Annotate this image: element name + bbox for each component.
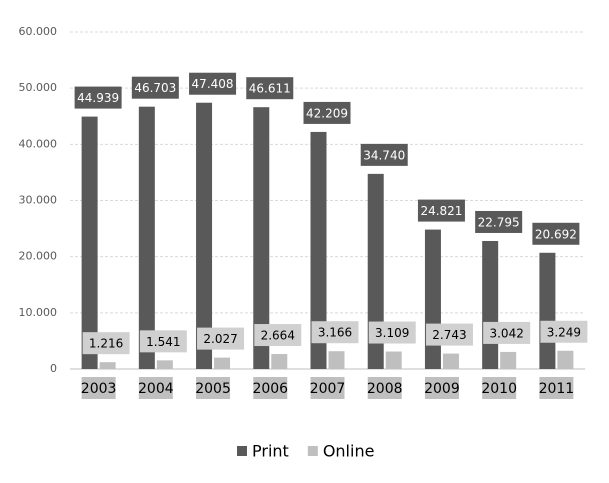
bar [138, 106, 155, 369]
y-tick-label: 20.000 [19, 250, 58, 263]
value-label-box [189, 72, 237, 95]
category-label-group: 2003 [81, 377, 117, 399]
value-label-box [254, 324, 302, 347]
category-label-group: 2006 [252, 377, 288, 399]
value-label: 2.743 [432, 328, 466, 342]
value-label-box [483, 321, 531, 344]
y-tick-label: 40.000 [19, 137, 58, 150]
x-tick-label: 2006 [252, 381, 288, 397]
category-label-group: 2009 [424, 377, 460, 399]
value-label-box [417, 199, 465, 222]
bar [539, 252, 556, 369]
value-label: 2.027 [203, 332, 237, 346]
category-label-box [482, 377, 517, 399]
legend-label: Print [252, 442, 289, 461]
y-tick-label: 10.000 [19, 306, 58, 319]
bar [367, 173, 384, 369]
category-label-box [196, 377, 231, 399]
x-tick-label: 2005 [195, 381, 231, 397]
x-tick-label: 2011 [539, 381, 575, 397]
y-tick-label: 50.000 [19, 81, 58, 94]
category-label-group: 2011 [539, 377, 575, 399]
value-label: 3.042 [489, 326, 523, 340]
value-label: 47.408 [192, 77, 234, 91]
category-label-group: 2004 [138, 377, 174, 399]
y-tick-label: 60.000 [19, 25, 58, 38]
bar [253, 107, 270, 370]
value-label-box [360, 143, 408, 166]
legend-label: Online [323, 442, 375, 461]
category-label-box [310, 377, 345, 399]
value-label-box [425, 323, 473, 346]
bar [385, 351, 402, 369]
value-label: 1.216 [89, 337, 123, 351]
bar [442, 353, 459, 369]
bar [557, 350, 574, 369]
category-label-group: 2010 [481, 377, 517, 399]
bar [328, 351, 345, 369]
value-label: 44.939 [77, 91, 119, 105]
value-label-box [532, 222, 580, 245]
value-label: 20.692 [535, 227, 577, 241]
x-tick-label: 2008 [367, 381, 403, 397]
value-label: 1.541 [146, 335, 180, 349]
x-tick-label: 2003 [81, 381, 117, 397]
category-label-box [367, 377, 402, 399]
value-label: 3.166 [318, 326, 352, 340]
value-label: 2.664 [261, 329, 295, 343]
value-label-box [74, 86, 122, 109]
bar [271, 354, 288, 369]
category-label-box [138, 377, 173, 399]
bar [81, 116, 98, 369]
bar [99, 362, 116, 369]
bar [424, 229, 441, 369]
bar [310, 131, 327, 369]
category-label-group: 2005 [195, 377, 231, 399]
value-label-box [311, 321, 359, 344]
bar [500, 351, 517, 369]
x-tick-label: 2007 [310, 381, 346, 397]
value-label: 22.795 [478, 215, 520, 229]
category-label-box [539, 377, 574, 399]
category-label-box [81, 377, 116, 399]
y-tick-label: 0 [50, 362, 57, 375]
value-label: 46.611 [249, 82, 291, 96]
value-label: 34.740 [363, 148, 405, 162]
x-tick-label: 2009 [424, 381, 460, 397]
value-label-box [246, 77, 294, 100]
value-label-box [82, 332, 130, 355]
value-label-box [475, 210, 523, 233]
value-label: 3.109 [375, 326, 409, 340]
x-tick-label: 2010 [481, 381, 517, 397]
value-label-box [197, 327, 245, 350]
legend-swatch [237, 446, 247, 456]
value-label: 42.209 [306, 106, 348, 120]
bar [482, 240, 499, 369]
category-label-group: 2008 [367, 377, 403, 399]
y-tick-label: 30.000 [19, 194, 58, 207]
bar [214, 357, 231, 369]
bar [196, 102, 213, 369]
value-label-box [131, 76, 179, 99]
value-label: 46.703 [134, 81, 176, 95]
value-label-box [540, 320, 588, 343]
value-label-box [368, 321, 416, 344]
value-label: 24.821 [420, 204, 462, 218]
value-label-box [303, 101, 351, 124]
category-label-box [424, 377, 459, 399]
category-label-group: 2007 [310, 377, 346, 399]
category-label-box [253, 377, 288, 399]
value-label-box [139, 330, 187, 353]
x-tick-label: 2004 [138, 381, 174, 397]
bar [156, 360, 173, 369]
value-label: 3.249 [547, 325, 581, 339]
legend-swatch [307, 446, 318, 456]
